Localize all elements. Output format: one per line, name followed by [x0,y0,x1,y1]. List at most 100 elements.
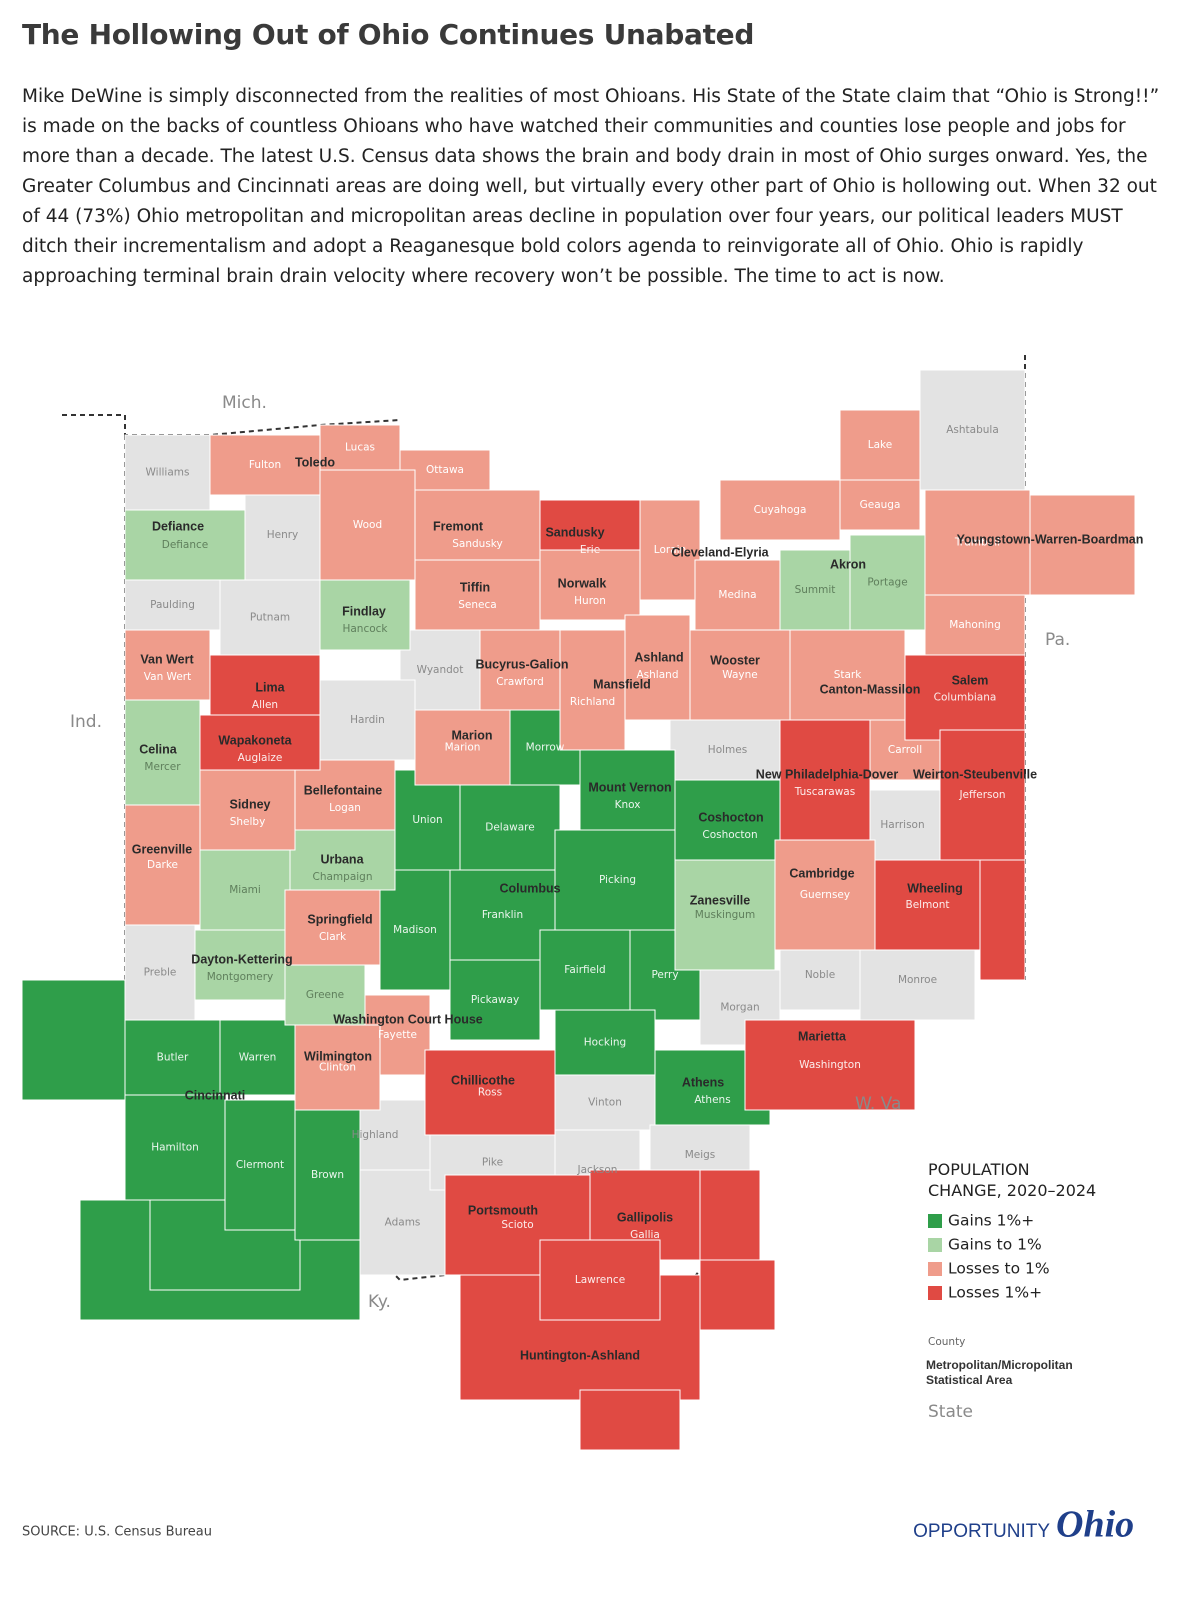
county-layer [21,369,1136,1451]
county-label: Muskingum [695,909,755,921]
county [674,779,786,861]
county-label: Delaware [485,822,534,834]
metro-label: Bucyrus-Galion [475,657,568,671]
county-label: Ross [478,1087,502,1099]
county-label: Belmont [905,899,949,911]
county-label: Geauga [860,499,901,511]
county [199,714,321,771]
metro-label: Greenville [132,842,192,856]
county-label: Marion [445,742,481,754]
county-label: Mahoning [949,619,1000,631]
county-label: Fulton [249,459,281,471]
county [414,489,541,561]
county-label: Knox [615,799,641,811]
county-label: Crawford [496,676,544,688]
county-label: Mercer [144,761,181,773]
legend-title: POPULATION CHANGE, 2020–2024 [928,1160,1096,1200]
county [719,479,841,541]
county-label: Seneca [458,599,496,611]
county-label: Perry [651,969,678,981]
metro-label: Springfield [307,912,372,926]
county [449,959,541,1041]
metro-label: Salem [952,673,989,687]
metro-label: Portsmouth [468,1203,538,1217]
county-label: Fairfield [564,964,605,976]
county-label: Pickaway [471,994,519,1006]
state-border [62,414,401,436]
county [924,489,1031,596]
county-label: Columbiana [934,692,997,704]
county [559,629,626,751]
county [124,804,201,926]
county-label: Washington [799,1059,861,1071]
metro-extension [21,979,126,1101]
county [539,929,631,1011]
county-label: Coshocton [702,829,757,841]
county [224,1099,296,1231]
county-label: Preble [144,967,177,979]
county [874,859,981,951]
county [124,699,201,806]
county-label: Meigs [685,1149,716,1161]
county-label: Miami [229,884,261,896]
metro-label: Fremont [433,519,484,533]
county-label: Wyandot [417,664,464,676]
county [639,499,701,601]
metro-extension [979,859,1026,981]
county-label: Cuyahoga [754,504,807,516]
county-label: Putnam [250,612,290,624]
county-label: Scioto [501,1219,533,1231]
metro-label: Bellefontaine [304,783,383,797]
county [124,509,246,581]
key-state: State [928,1402,973,1422]
county-label: Gallia [630,1229,660,1241]
metro-label: Sandusky [545,525,604,539]
metro-label: Akron [830,557,866,571]
metro-label: Wapakoneta [218,733,292,747]
county-label: Guernsey [800,889,850,901]
county [919,369,1026,491]
county-label: Madison [393,924,437,936]
county-label: Warren [239,1052,276,1064]
county-label: Ashland [637,669,679,681]
county-label: Wood [353,519,382,531]
county-label: Hancock [342,623,388,635]
county-label: Trumbull [954,537,1000,549]
metro-label: Chillicothe [451,1073,515,1087]
county-label: Adams [385,1217,421,1229]
metro-label: Youngstown-Warren-Boardman [957,532,1144,546]
county [939,729,1026,861]
county [539,1239,661,1321]
county-label: Clark [319,931,347,943]
state-label: Pa. [1045,630,1070,650]
county [209,654,321,716]
county [209,434,321,496]
county-label: Summit [795,584,836,596]
metro-label: Columbus [499,881,560,895]
brand-script: Ohio [1056,1504,1134,1546]
metro-label: Van Wert [140,652,194,666]
county [284,964,366,1026]
county-label: Van Wert [144,671,191,683]
county-label: Carroll [888,744,922,756]
county-label: Wayne [722,669,757,681]
page-title: The Hollowing Out of Ohio Continues Unab… [22,18,755,51]
metro-label: Weirton-Steubenville [913,767,1037,781]
county-label: Stark [834,669,863,681]
county-label: Lorain [654,544,686,556]
legend-label: Gains 1%+ [948,1212,1034,1230]
legend-swatch [928,1214,942,1228]
legend-label: Gains to 1% [948,1236,1042,1254]
county-label: Hardin [350,714,385,726]
county [319,679,416,761]
county-label: Tuscarawas [794,786,855,798]
metro-label: Sidney [230,797,271,811]
metro-label: Wooster [710,653,760,667]
metro-label: Zanesville [690,893,750,907]
county [294,1109,361,1241]
metro-label: Findlay [342,604,386,618]
county-label: Picking [599,874,636,886]
county-label: Lucas [345,442,375,454]
county [284,889,381,966]
